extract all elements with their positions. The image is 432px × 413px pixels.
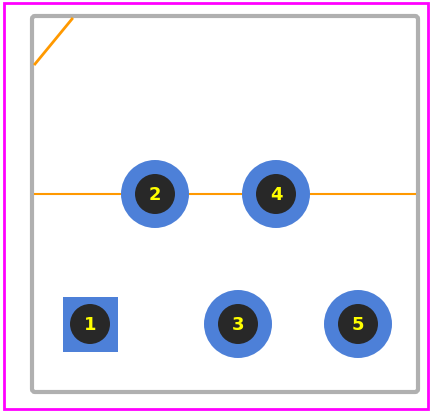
Circle shape: [121, 161, 189, 228]
Circle shape: [135, 175, 175, 214]
Circle shape: [204, 290, 272, 358]
Text: 5: 5: [352, 315, 364, 333]
Text: 4: 4: [270, 185, 282, 204]
Text: 2: 2: [149, 185, 161, 204]
Text: 1: 1: [84, 315, 96, 333]
Bar: [63, 297, 118, 351]
Circle shape: [242, 161, 310, 228]
Text: 3: 3: [232, 315, 244, 333]
Circle shape: [324, 290, 392, 358]
Circle shape: [256, 175, 296, 214]
Circle shape: [70, 304, 110, 344]
Circle shape: [218, 304, 258, 344]
Circle shape: [338, 304, 378, 344]
